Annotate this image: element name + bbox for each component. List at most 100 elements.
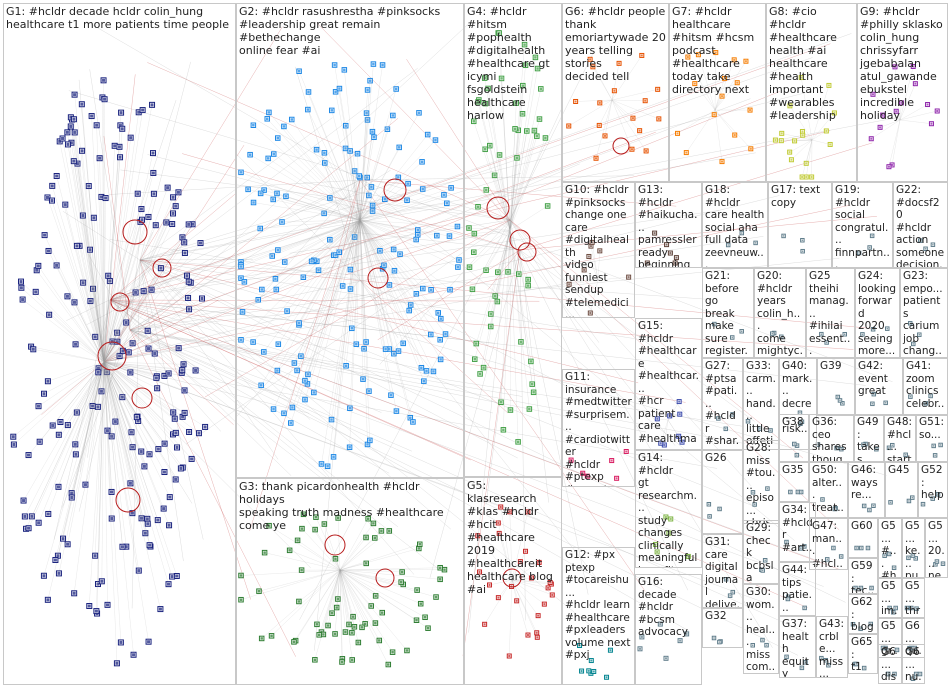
node-fill (416, 228, 419, 232)
node-fill (476, 534, 479, 537)
edge (343, 148, 361, 281)
edge (479, 571, 513, 581)
node-fill (448, 288, 452, 291)
node-fill (154, 223, 158, 227)
edge (92, 288, 105, 363)
edge (359, 219, 385, 266)
edge (300, 219, 361, 357)
node-fill (592, 670, 595, 673)
node-fill (855, 547, 858, 549)
node-fill (332, 455, 335, 459)
edge (511, 561, 521, 581)
edge (327, 219, 361, 467)
cluster-g24: G24: looking forward 2020 seeing more... (855, 268, 900, 358)
node-fill (137, 110, 141, 114)
cluster-g63: G6... dis... (878, 644, 902, 684)
edge (38, 265, 105, 363)
node-fill (187, 430, 191, 434)
node-fill (296, 539, 299, 542)
edge (59, 141, 105, 363)
edge (268, 112, 361, 221)
edge (268, 525, 341, 571)
node-fill (489, 312, 493, 316)
edge (103, 361, 173, 577)
node-fill (388, 529, 391, 533)
edge (359, 115, 394, 221)
cluster-g22: G22: #docsf20 #hcldr action someone deci… (893, 182, 948, 268)
node-fill (388, 283, 391, 287)
edge (899, 102, 902, 121)
node-fill (200, 296, 204, 300)
node-fill (524, 64, 527, 67)
node-fill (72, 117, 76, 121)
node-fill (117, 145, 121, 149)
node-fill (483, 623, 486, 626)
node-fill (456, 265, 460, 269)
edge (339, 569, 426, 618)
edge (359, 219, 460, 261)
node-fill (87, 604, 91, 608)
node-fill (50, 199, 54, 203)
node-fill (796, 444, 798, 447)
node-fill (262, 350, 266, 354)
edge (103, 104, 153, 363)
node-fill (782, 235, 785, 237)
edge (342, 219, 361, 287)
node-fill (167, 523, 171, 527)
edge (891, 119, 901, 165)
node-fill (840, 555, 842, 558)
node-fill (113, 420, 117, 424)
node-fill (434, 595, 438, 599)
edge (103, 361, 133, 448)
node-fill (894, 607, 897, 609)
node-fill (484, 102, 487, 105)
node-fill (398, 252, 402, 256)
node-fill (51, 424, 55, 428)
edge (103, 192, 179, 363)
node-fill (483, 76, 486, 80)
edge (295, 569, 341, 641)
node-fill (749, 109, 752, 112)
edge (359, 219, 446, 335)
node-fill (81, 214, 85, 218)
edge (519, 216, 877, 251)
node-fill (483, 148, 487, 151)
edge (103, 292, 136, 363)
edge (36, 270, 105, 363)
edge (611, 99, 634, 119)
edge (359, 219, 458, 268)
cluster-g31: G31: care digital journal delive... (702, 534, 743, 608)
node-fill (804, 661, 807, 664)
node-fill (638, 129, 641, 132)
edge (519, 249, 526, 621)
edge (139, 90, 813, 261)
edge (41, 361, 105, 415)
node-fill (151, 171, 155, 175)
edge (109, 299, 292, 476)
cluster-label: G16: decade #hcldr #bcsm advocacy (638, 576, 688, 638)
node-fill (604, 134, 607, 137)
edge (500, 506, 513, 581)
edge (103, 128, 123, 363)
edge (129, 98, 751, 331)
edge (611, 55, 642, 101)
edge (284, 219, 361, 263)
node-fill (509, 408, 512, 412)
edge (109, 130, 831, 301)
node-fill (906, 607, 908, 609)
edge (316, 149, 361, 221)
node-fill (239, 338, 243, 342)
node-fill (800, 547, 802, 550)
node-fill (567, 124, 570, 127)
edge (811, 85, 830, 141)
edge (359, 112, 420, 221)
node-fill (801, 134, 804, 137)
node-fill (496, 300, 499, 303)
edge (359, 219, 439, 313)
cluster-g44: G44: tips patie... (779, 562, 816, 616)
node-fill (532, 391, 535, 394)
edge (103, 361, 165, 444)
cluster-label: G5... im... (881, 580, 898, 617)
node-fill (821, 498, 824, 501)
node-fill (368, 439, 372, 442)
